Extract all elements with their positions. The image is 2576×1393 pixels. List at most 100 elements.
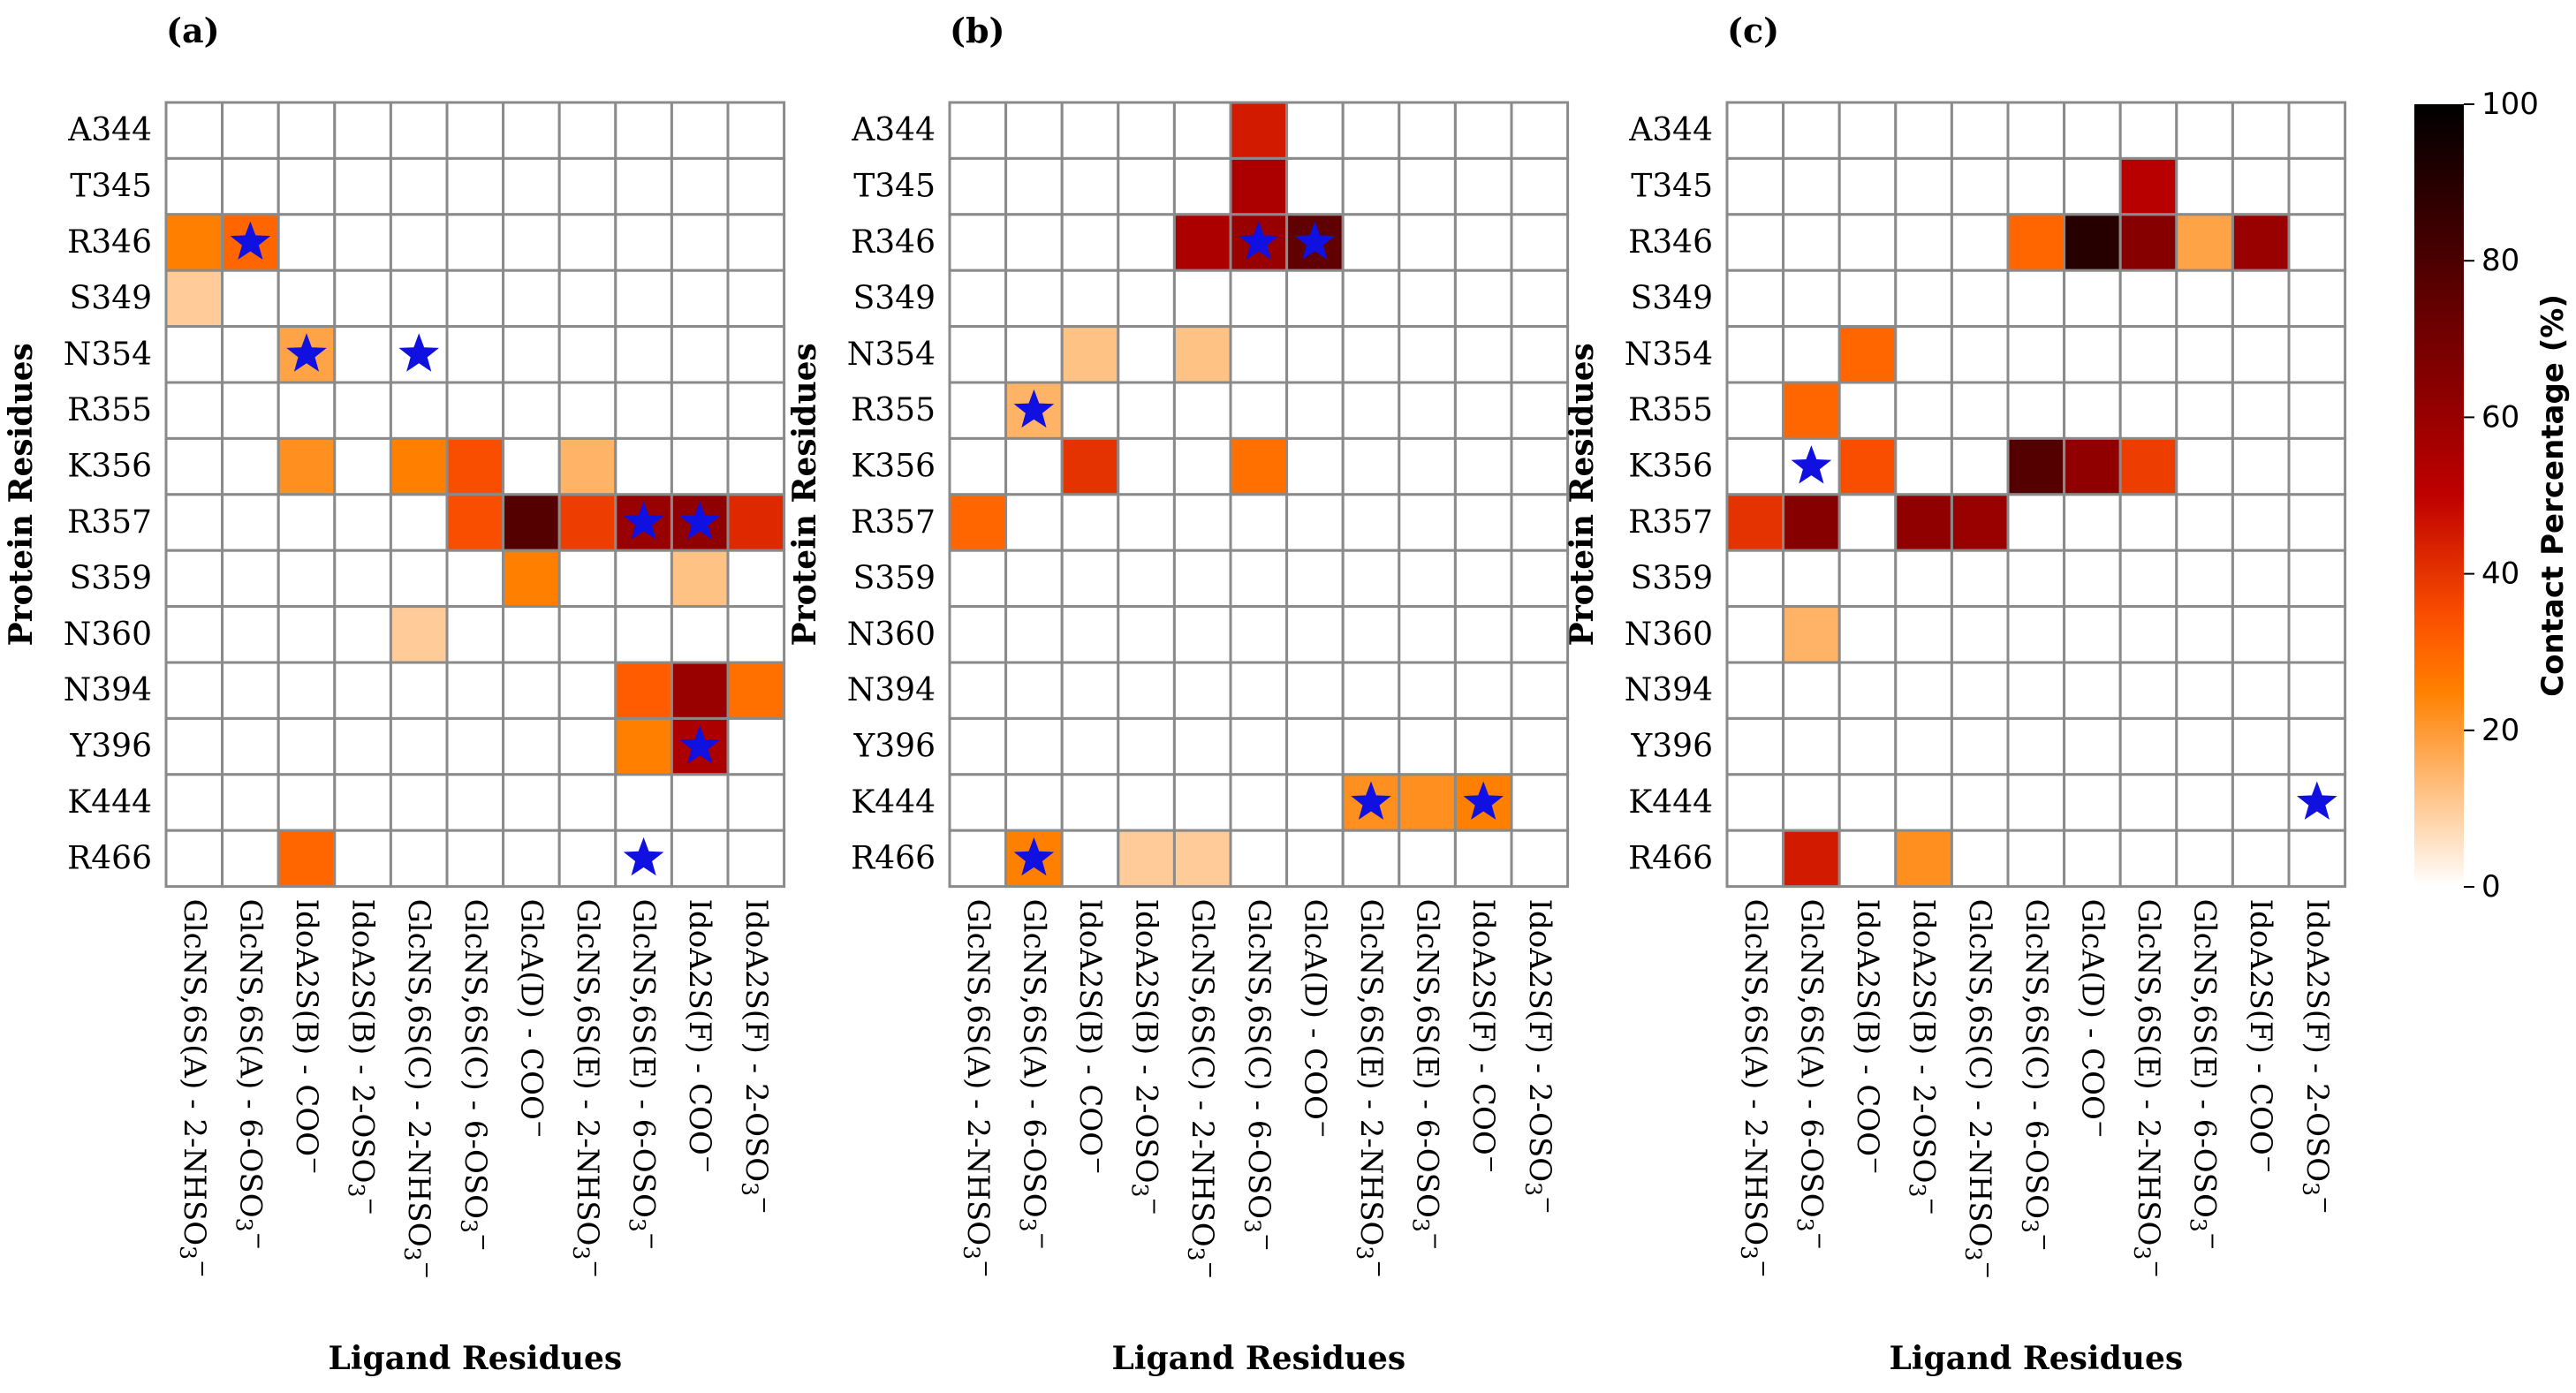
x-tick-sup: − — [2256, 1155, 2282, 1174]
heatmap-cell — [1004, 661, 1064, 720]
heatmap-cell — [445, 549, 505, 609]
x-tick-sup: − — [1535, 1196, 1561, 1215]
heatmap-cell — [445, 493, 505, 552]
heatmap-cell — [726, 773, 786, 832]
heatmap-cell — [1725, 493, 1785, 552]
heatmap-cell — [1285, 101, 1345, 160]
heatmap-cell — [1172, 661, 1232, 720]
y-tick-label: N394 — [847, 672, 936, 708]
heatmap-cell — [164, 716, 224, 776]
heatmap-cell — [277, 549, 337, 609]
x-tick-label: IdoA2S(B) - COO− — [1850, 899, 1889, 1175]
heatmap-cell — [1229, 436, 1289, 496]
x-tick-sup: − — [471, 1233, 496, 1252]
heatmap-cell — [1837, 213, 1898, 272]
heatmap-cell — [1894, 325, 1953, 384]
heatmap-cell — [1782, 549, 1841, 609]
x-tick-main: GlcNS,6S(A) - 2-NHSO — [960, 899, 996, 1246]
heatmap-cell — [1229, 773, 1289, 832]
heatmap-cell — [2118, 101, 2178, 160]
heatmap-cell — [333, 101, 392, 160]
heatmap-cell — [1060, 101, 1120, 160]
heatmap-cell — [1453, 661, 1513, 720]
x-tick-main: GlcNS,6S(C) - 2-NHSO — [1962, 899, 1997, 1247]
heatmap-cell — [1453, 156, 1513, 216]
heatmap-cell — [1117, 549, 1176, 609]
heatmap-cell — [670, 436, 730, 496]
x-tick-sup: − — [2313, 1196, 2338, 1215]
heatmap-cell — [1004, 716, 1064, 776]
star-marker — [1013, 837, 1055, 876]
heatmap-cell — [1453, 381, 1513, 440]
x-axis-label: Ligand Residues — [328, 1340, 622, 1377]
colorbar-tick-label: 60 — [2481, 399, 2519, 435]
heatmap-cell — [2006, 549, 2066, 609]
heatmap-cell — [948, 661, 1008, 720]
heatmap-cell — [614, 716, 673, 776]
heatmap-cell — [1510, 829, 1570, 889]
star-marker — [679, 501, 720, 540]
heatmap-cell — [1285, 829, 1345, 889]
heatmap-cell — [2175, 156, 2234, 216]
heatmap-cell — [445, 773, 505, 832]
x-tick-sub: 3 — [175, 1245, 201, 1260]
heatmap-cell — [948, 716, 1008, 776]
panel-label: (b) — [950, 11, 1005, 50]
colorbar-bar — [2414, 104, 2464, 887]
x-tick-sup: − — [2032, 1233, 2057, 1252]
heatmap-cell — [277, 269, 337, 329]
y-tick-label: S359 — [70, 560, 152, 596]
heatmap-cell — [2118, 436, 2178, 496]
heatmap-cell — [1172, 549, 1232, 609]
heatmap-cell — [1398, 549, 1457, 609]
heatmap-cell — [1172, 716, 1232, 776]
heatmap-cell — [614, 436, 673, 496]
heatmap-cell — [1510, 773, 1570, 832]
heatmap-cell — [1782, 661, 1841, 720]
heatmap-cell — [1060, 605, 1120, 664]
heatmap-cell — [389, 661, 449, 720]
x-tick-sup: − — [1920, 1197, 1945, 1215]
heatmap-cell — [2287, 213, 2347, 272]
heatmap-cell — [670, 269, 730, 329]
heatmap-cell — [1172, 436, 1232, 496]
heatmap-cell — [2175, 829, 2234, 889]
x-tick-main: GlcNS,6S(E) - 6-OSO — [626, 899, 662, 1218]
heatmap-cell — [445, 325, 505, 384]
x-tick-sub: 3 — [1792, 1218, 1818, 1232]
heatmap-cell — [1285, 605, 1345, 664]
star-marker — [1013, 389, 1055, 428]
heatmap-cell — [614, 605, 673, 664]
x-tick-sub: 3 — [1520, 1182, 1546, 1196]
heatmap-cell — [1950, 605, 2010, 664]
heatmap-cell — [221, 381, 280, 440]
x-tick-label: GlcA(D) - COO− — [2074, 899, 2113, 1139]
x-tick-label: IdoA2S(F) - COO− — [1466, 899, 1504, 1174]
heatmap-cell — [1510, 661, 1570, 720]
heatmap-cell — [2287, 605, 2347, 664]
heatmap-cell — [445, 661, 505, 720]
heatmap-cell — [502, 325, 561, 384]
heatmap-cell — [1950, 716, 2010, 776]
x-tick-label: IdoA2S(B) - 2-OSO3− — [344, 899, 384, 1216]
heatmap-cell — [1229, 716, 1289, 776]
heatmap-cell — [1060, 269, 1120, 329]
heatmap-cell — [277, 773, 337, 832]
heatmap-cell — [277, 436, 337, 496]
x-tick-main: IdoA2S(B) - COO — [289, 899, 324, 1157]
heatmap-cell — [2231, 549, 2291, 609]
heatmap-cell — [2175, 493, 2234, 552]
colorbar-label: Contact Percentage (%) — [2535, 294, 2571, 697]
heatmap-cell — [557, 829, 617, 889]
heatmap-cell — [670, 549, 730, 609]
heatmap-cell — [2006, 436, 2066, 496]
heatmap-cell — [445, 381, 505, 440]
star-marker — [398, 333, 439, 372]
heatmap-cell — [1894, 661, 1953, 720]
heatmap-cell — [1950, 773, 2010, 832]
y-tick-label: R355 — [851, 392, 936, 428]
star-marker — [623, 501, 664, 540]
x-tick-main: GlcNS,6S(C) - 6-OSO — [2019, 899, 2054, 1219]
y-tick-label: A344 — [851, 112, 936, 148]
x-tick-sub: 3 — [1961, 1247, 1987, 1261]
